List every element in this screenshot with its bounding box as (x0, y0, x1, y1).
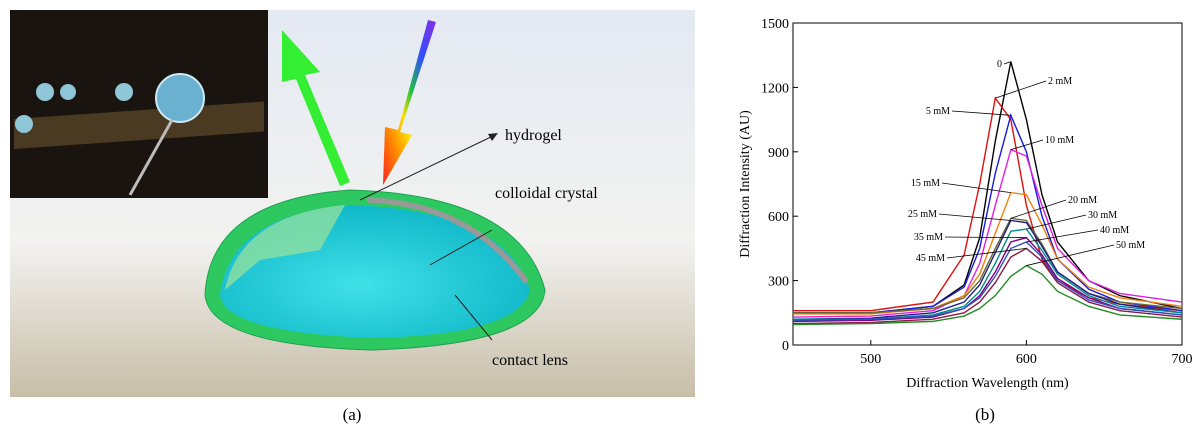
lens-photo (156, 74, 204, 122)
y-tick-label: 900 (768, 146, 789, 161)
series-label: 35 mM (914, 232, 943, 243)
droplet (36, 83, 54, 101)
droplet (115, 83, 133, 101)
panel-b: 0 300 600 900 1200 1500 500 600 700 Diffraction W… (738, 17, 1193, 424)
y-tick-label: 600 (768, 210, 789, 225)
label-arrow (952, 111, 1011, 115)
label: colloidal crystal (495, 185, 598, 202)
series-label: 0 (997, 59, 1002, 70)
label: contact lens (492, 352, 568, 369)
y-axis-label: Diffraction Intensity (AU) (738, 110, 753, 258)
series-label: 45 mM (916, 253, 945, 264)
y-tick-label: 300 (768, 275, 789, 290)
series-label: 15 mM (911, 178, 940, 189)
label-arrow (939, 214, 1011, 220)
droplet (60, 84, 76, 100)
x-tick-label: 500 (860, 352, 881, 367)
series-label: 2 mM (1048, 76, 1072, 87)
series-label: 25 mM (908, 209, 937, 220)
series-label: 30 mM (1088, 210, 1117, 221)
droplet (15, 115, 33, 133)
x-tick-label: 700 (1172, 352, 1193, 367)
label: hydrogel (505, 127, 562, 144)
panel-a: hydrogel colloidal crystal contact lens … (10, 10, 695, 424)
label-arrow (1026, 215, 1086, 229)
series-label: 40 mM (1100, 225, 1129, 236)
y-tick-label: 1500 (761, 17, 789, 32)
label-arrow (945, 237, 1026, 238)
series-line (793, 62, 1182, 313)
y-tick-label: 0 (782, 339, 789, 354)
caption: (b) (975, 405, 995, 424)
figure: hydrogel colloidal crystal contact lens … (0, 0, 1197, 430)
caption: (a) (343, 405, 362, 424)
x-axis-label: Diffraction Wavelength (nm) (906, 376, 1069, 391)
y-tick-label: 1200 (761, 81, 789, 96)
x-tick-label: 600 (1016, 352, 1037, 367)
series-label: 5 mM (926, 106, 950, 117)
series-label: 20 mM (1068, 195, 1097, 206)
series-label: 50 mM (1116, 240, 1145, 251)
series-label: 10 mM (1045, 135, 1074, 146)
